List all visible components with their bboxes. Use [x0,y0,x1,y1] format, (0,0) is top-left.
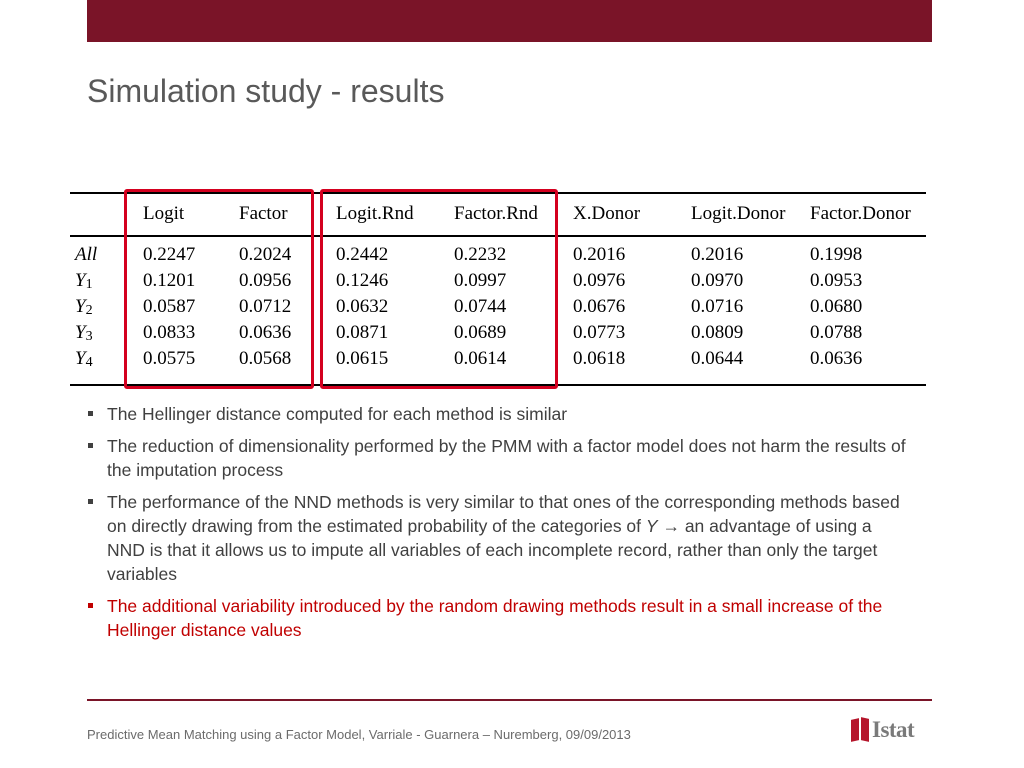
row-label-subscript: 3 [85,329,93,344]
table-cell: 0.0970 [691,270,744,291]
table-cell: 0.2247 [143,244,196,265]
table-cell: 0.0568 [239,348,292,369]
results-table: Logit Factor Logit.Rnd Factor.Rnd X.Donor Log… [70,189,926,389]
table-cell: 0.0788 [810,322,863,343]
row-label-subscript: 4 [85,355,93,370]
row-label: Y3 [75,322,93,344]
table-cell: 0.1246 [336,270,389,291]
table-cell: 0.0716 [691,296,744,317]
row-label-text: All [75,244,98,265]
bullet-square-icon [88,411,93,416]
variable-y: Y [645,516,658,536]
column-header: Logit.Donor [691,203,786,224]
row-label: Y2 [75,296,93,318]
table-cell: 0.0773 [573,322,626,343]
row-label-text: Y [75,348,86,369]
row-label: All [75,244,97,266]
bullet-square-icon [88,443,93,448]
table-cell: 0.0833 [143,322,196,343]
table-cell: 0.2442 [336,244,389,265]
table-cell: 0.0644 [691,348,744,369]
bullet-square-icon [88,499,93,504]
table-bottom-rule [70,384,926,386]
table-cell: 0.0689 [454,322,507,343]
row-label: Y4 [75,348,93,370]
bullet-text-continued: an advantage of using a NND is that it a… [107,516,878,584]
row-label-text: Y [75,322,86,343]
row-label-text: Y [75,270,86,291]
slide-title: Simulation study - results [87,73,445,109]
table-cell: 0.0680 [810,296,863,317]
column-header: Factor.Rnd [454,203,538,224]
bullet-text: The additional variability introduced by… [107,596,883,640]
bullet-item: The performance of the NND methods is ve… [86,490,906,586]
highlight-box-pmm-methods [124,189,314,389]
bullet-text: The Hellinger distance computed for each… [107,404,568,424]
row-label-subscript: 1 [85,277,93,292]
table-cell: 0.0871 [336,322,389,343]
bullet-list: The Hellinger distance computed for each… [86,402,906,650]
table-cell: 0.0614 [454,348,507,369]
table-cell: 0.0676 [573,296,626,317]
table-cell: 0.0953 [810,270,863,291]
istat-logo: Istat [851,716,933,744]
table-cell: 0.1201 [143,270,196,291]
table-cell: 0.0712 [239,296,292,317]
table-cell: 0.0744 [454,296,507,317]
table-cell: 0.2232 [454,244,507,265]
arrow-right-icon: → [662,516,680,536]
bullet-item: The Hellinger distance computed for each… [86,402,906,426]
bullet-item-highlighted: The additional variability introduced by… [86,594,906,642]
table-cell: 0.0575 [143,348,196,369]
table-cell: 0.0632 [336,296,389,317]
table-cell: 0.1998 [810,244,863,265]
table-cell: 0.0618 [573,348,626,369]
table-cell: 0.0976 [573,270,626,291]
bullet-item: The reduction of dimensionality performe… [86,434,906,482]
table-cell: 0.0636 [239,322,292,343]
column-header: Factor [239,203,288,224]
table-cell: 0.0997 [454,270,507,291]
row-label-text: Y [75,296,86,317]
row-label-subscript: 2 [85,303,93,318]
logo-bar-icon [861,717,869,742]
bullet-text: The performance of the NND methods is ve… [107,492,900,536]
column-header: Logit.Rnd [336,203,414,224]
table-cell: 0.0636 [810,348,863,369]
footer-text: Predictive Mean Matching using a Factor … [87,727,631,742]
logo-bar-icon [851,718,859,742]
footer-rule [87,699,932,701]
bullet-square-icon [88,603,93,608]
table-cell: 0.0956 [239,270,292,291]
column-header: Factor.Donor [810,203,911,224]
column-header: X.Donor [573,203,641,224]
table-cell: 0.0615 [336,348,389,369]
table-cell: 0.0587 [143,296,196,317]
row-label: Y1 [75,270,93,292]
table-cell: 0.2024 [239,244,292,265]
table-cell: 0.2016 [691,244,744,265]
logo-wordmark: Istat [872,717,915,742]
table-cell: 0.0809 [691,322,744,343]
highlight-box-random-methods [320,189,558,389]
table-cell: 0.2016 [573,244,626,265]
bullet-text: The reduction of dimensionality performe… [107,436,906,480]
table-header-rule [70,235,926,237]
column-header: Logit [143,203,185,224]
table-top-rule [70,192,926,194]
top-banner [87,0,932,42]
